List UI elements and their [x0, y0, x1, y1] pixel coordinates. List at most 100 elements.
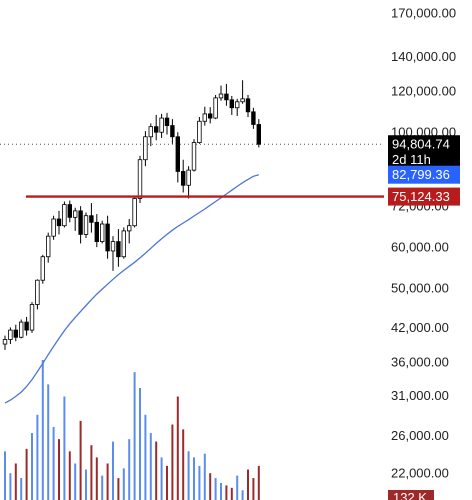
- volume-bar: [47, 384, 50, 500]
- candle-body: [78, 210, 83, 235]
- candle: [175, 132, 180, 183]
- price-tick-label: 31,000.00: [391, 388, 449, 403]
- candle: [100, 220, 105, 244]
- candle-body: [143, 136, 148, 161]
- candle: [234, 98, 240, 116]
- candle: [73, 207, 78, 231]
- volume-bar: [214, 478, 217, 500]
- candle: [29, 302, 35, 333]
- candle-body: [202, 113, 207, 122]
- candle-body: [110, 241, 116, 252]
- candle-body: [46, 235, 51, 258]
- volume-bar: [31, 433, 33, 500]
- candle-body: [89, 215, 94, 223]
- candle: [40, 254, 45, 284]
- price-tick-label: 140,000.00: [391, 49, 456, 64]
- candle: [83, 212, 89, 238]
- volume-bar: [122, 468, 125, 500]
- volume-bar: [166, 465, 168, 500]
- price-tick-label: 120,000.00: [391, 84, 456, 99]
- volume-bar: [63, 396, 66, 500]
- candle: [170, 119, 175, 144]
- volume-bar: [95, 457, 98, 500]
- last-price-value: 94,804.74: [392, 137, 450, 152]
- last-price-box: [388, 135, 460, 169]
- candle-body: [153, 126, 159, 133]
- candle: [202, 106, 207, 126]
- candle: [180, 159, 186, 193]
- volume-bar: [182, 429, 185, 500]
- candle: [24, 316, 29, 336]
- volume-bar: [90, 445, 93, 500]
- candle-body: [18, 321, 24, 338]
- volume-bar: [106, 463, 109, 500]
- candle-body: [234, 101, 240, 109]
- candle: [148, 123, 153, 147]
- candle: [13, 324, 18, 342]
- moving-average-line: [4, 174, 259, 404]
- price-tick-label: 170,000.00: [391, 5, 456, 20]
- candlesticks: [2, 80, 261, 350]
- candle-body: [137, 159, 143, 199]
- volume-bar: [209, 473, 212, 500]
- volume-bar: [128, 439, 131, 500]
- candle-body: [73, 210, 78, 218]
- candle-body: [67, 204, 72, 218]
- volume-bar: [257, 465, 260, 500]
- candle: [207, 107, 213, 124]
- volume-bar: [171, 424, 174, 500]
- volume-bar: [236, 475, 239, 500]
- price-axis[interactable]: 170,000.00140,000.00120,000.00100,000.00…: [391, 5, 456, 480]
- candle: [35, 279, 40, 310]
- candle-body: [8, 329, 13, 340]
- level-label: 75,124.33: [388, 187, 460, 206]
- candle-body: [148, 126, 153, 138]
- candle-body: [197, 120, 202, 143]
- candle-body: [251, 111, 256, 125]
- price-tick-label: 36,000.00: [391, 355, 449, 370]
- candle: [240, 80, 245, 104]
- volume-label-box: [388, 490, 434, 500]
- candle-body: [191, 142, 197, 171]
- volume-bar: [4, 451, 6, 500]
- candle: [110, 236, 116, 271]
- moving-average-box: [388, 165, 460, 184]
- moving-average-series: [4, 174, 259, 404]
- candle: [78, 206, 83, 244]
- volume-bar: [176, 396, 179, 500]
- candle-body: [29, 304, 35, 331]
- volume-bar: [139, 388, 141, 500]
- volume-bar: [203, 453, 206, 500]
- candle-body: [256, 124, 261, 145]
- candle-body: [218, 93, 224, 99]
- price-tick-label: 60,000.00: [391, 240, 449, 255]
- volume-bar: [198, 465, 201, 500]
- candle-body: [132, 198, 137, 227]
- volume-bar: [25, 448, 28, 500]
- candle: [213, 94, 218, 120]
- volume-bar: [241, 490, 244, 500]
- volume-bar: [117, 478, 120, 500]
- price-tick-label: 26,000.00: [391, 428, 449, 443]
- candle-body: [240, 98, 245, 103]
- moving-average-label: 82,799.36: [388, 165, 460, 184]
- candle: [94, 214, 99, 248]
- candle-body: [51, 218, 56, 237]
- volume-bar: [225, 485, 228, 500]
- candle-body: [13, 329, 18, 338]
- candle: [186, 166, 191, 199]
- volume-label: 132 K: [388, 490, 434, 500]
- bar-countdown: 2d 11h: [392, 152, 431, 167]
- candle: [143, 131, 148, 167]
- volume-bar: [193, 457, 195, 500]
- volume-bar: [74, 463, 77, 500]
- volume-bar: [112, 441, 114, 500]
- candle-body: [170, 125, 175, 138]
- candle: [164, 112, 170, 135]
- level-value: 75,124.33: [392, 189, 450, 204]
- volume-bar: [85, 469, 87, 500]
- candle: [51, 215, 56, 240]
- candle: [105, 215, 110, 259]
- candle-body: [105, 223, 110, 252]
